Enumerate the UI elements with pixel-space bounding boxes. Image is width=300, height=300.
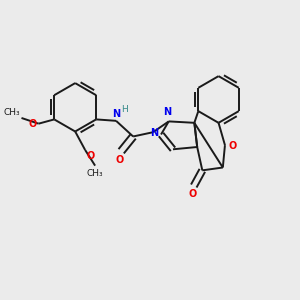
Text: N: N: [150, 128, 158, 138]
Text: O: O: [116, 155, 124, 165]
Text: CH₃: CH₃: [3, 108, 20, 117]
Text: O: O: [28, 119, 36, 129]
Text: N: N: [112, 110, 120, 119]
Text: H: H: [121, 105, 128, 114]
Text: CH₃: CH₃: [87, 169, 103, 178]
Text: O: O: [188, 189, 196, 200]
Text: O: O: [87, 152, 95, 161]
Text: N: N: [163, 107, 171, 117]
Text: O: O: [228, 141, 237, 151]
